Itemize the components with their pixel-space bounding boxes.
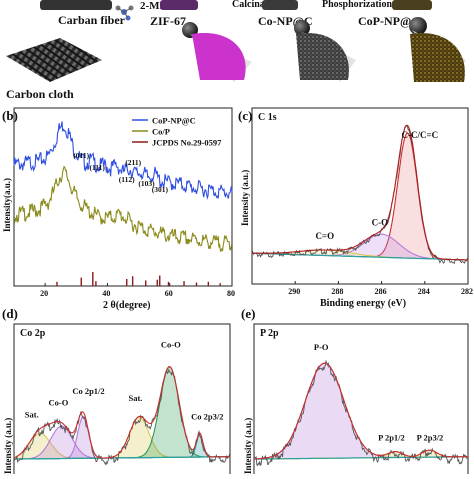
xps-baseline [254,456,469,460]
step-carbon-fiber: Carban fiber [58,13,126,27]
xps-envelope [13,366,230,459]
step-calcination: Calcination [232,0,282,10]
cop-np-zoom [409,17,466,82]
c1s-x-axis-label: Binding energy (eV) [320,298,406,309]
c1s-peak-fill [252,133,468,260]
cop-np-rod [392,0,432,10]
xps-peak-label: Co-O [49,398,69,408]
xps-peak-fill [14,426,230,459]
xrd-series-line-2 [13,165,233,252]
p2p-chart: P 2p P-O P 2p1/2 P 2p3/2 Intensity (a.u.) [243,323,469,477]
xrd-legend-label: Co/P [152,127,170,137]
c1s-y-axis-label: Intensity (a.u.) [240,170,250,226]
xps-peak-fill [254,363,468,459]
co-np-zoom [294,20,356,82]
schematic-panel: Carban fiber 2-MIM ZIF-67 Calcination Ph… [6,0,466,101]
xps-y-axis-label: Intensity (a.u.) [3,418,13,474]
panel-label-b: (b) [2,108,18,123]
xps-title: P 2p [260,328,279,339]
c1s-chart: C 1s C-C/C=C C-O C=O 290 288 286 284 282 Binding … [240,107,473,309]
xps-baseline [14,456,231,460]
xps-peak-fill [14,366,230,459]
xrd-peak-label: (111) [89,163,105,172]
xrd-x-tick-label: 40 [102,289,110,298]
xrd-legend-label: JCPDS No.29-0597 [152,138,222,148]
xrd-x-axis-label: 2 θ(degree) [103,300,151,311]
xps-peak-label: Co 2p3/2 [191,412,223,422]
c1s-peak-label: C-C/C=C [402,130,439,140]
xps-title: Co 2p [20,328,46,339]
c1s-x-tick-label: 286 [375,287,387,296]
xrd-x-tick-label: 80 [227,289,235,298]
panel-label-d: (d) [2,306,18,321]
c1s-x-tick-label: 290 [288,287,300,296]
xrd-x-tick-label: 60 [165,289,173,298]
xps-y-axis-label: Intensity (a.u.) [243,418,253,474]
carbon-cloth-label: Carbon cloth [6,87,74,101]
carbon-cloth-image [6,38,102,82]
c1s-peak-label: C-O [372,217,389,227]
xps-peak-label: P 2p3/2 [417,432,444,442]
zif67-rod [160,0,198,10]
panel-label-c: (c) [238,108,252,123]
c1s-plot-frame [251,107,469,285]
c1s-peak-component [252,132,468,261]
xps-peak-label: P 2p1/2 [378,432,405,442]
xps-envelope [254,362,468,460]
2mim-molecule-icon [115,5,134,21]
xps-peak-label: Sat. [128,393,142,403]
panel-label-e: (e) [241,306,255,321]
c1s-x-tick-label: 288 [331,287,343,296]
xps-peak-label: Co-O [161,340,181,350]
xrd-peak-label: (211) [125,158,141,167]
c1s-raw-data [251,124,469,265]
xps-peak-label: Sat. [25,409,39,419]
xps-peak-label: P-O [314,342,329,352]
c1s-title: C 1s [258,112,277,123]
xrd-peak-label: (011) [73,151,89,160]
c1s-baseline [251,252,469,261]
xrd-legend-label: CoP-NP@C [152,116,196,126]
step-phosphorization: Phosphorization [322,0,392,10]
xrd-peak-label: (112) [119,175,135,184]
xrd-y-axis-label: Intensity(a.u.) [2,178,12,232]
xrd-peak-label: (301) [152,185,169,194]
xrd-plot-frame [13,107,233,287]
xrd-series-line-1 [13,121,233,200]
c1s-x-tick-label: 284 [418,287,430,296]
zif67-zoom [182,22,252,82]
xps-peak-label: Co 2p1/2 [72,386,104,396]
xps-peak-fill [14,417,230,459]
carbon-fiber-rod [40,0,112,10]
step-zif67: ZIF-67 [150,14,186,28]
c1s-peak-label: C=O [315,231,334,241]
c1s-peak-fill [252,234,468,260]
c1s-x-tick-label: 282 [461,287,473,296]
xrd-x-tick-label: 20 [40,289,48,298]
co-np-rod [262,0,298,10]
step-cop-np-c: CoP-NP@C [358,14,420,28]
c1s-envelope [252,124,468,261]
xrd-peak-label: (103) [138,179,155,188]
xps-raw-data [253,359,469,467]
